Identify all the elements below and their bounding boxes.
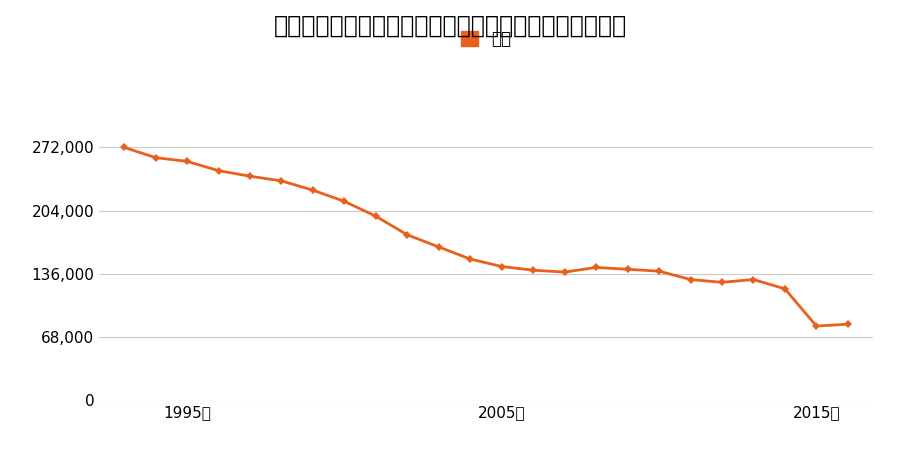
Text: 大阪府高槻市南平台１丁目２８４１番２０３の地価推移: 大阪府高槻市南平台１丁目２８４１番２０３の地価推移 [274, 14, 626, 37]
Legend: 価格: 価格 [461, 30, 511, 48]
